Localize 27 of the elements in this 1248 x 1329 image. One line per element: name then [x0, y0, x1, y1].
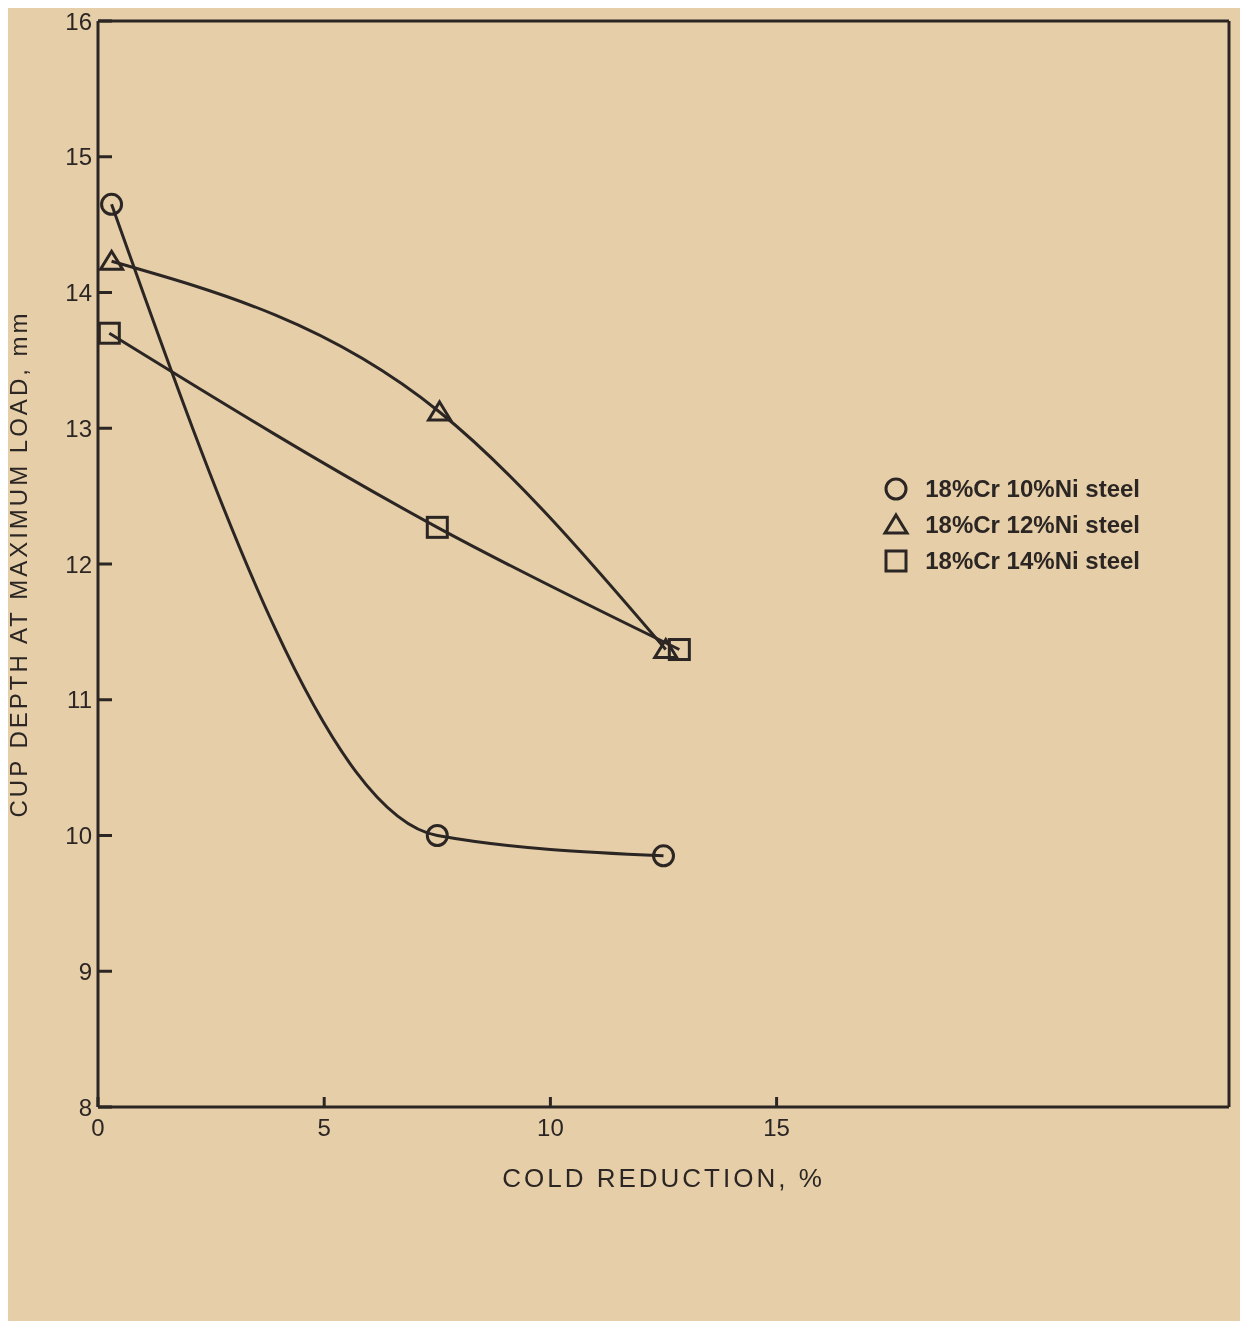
y-axis-title: CUP DEPTH AT MAXIMUM LOAD, mm — [4, 310, 32, 818]
point — [98, 321, 121, 345]
y-tick-label: 11 — [67, 686, 92, 714]
y-tick-label: 15 — [65, 143, 92, 171]
x-axis-title: COLD REDUCTION, % — [502, 1163, 825, 1193]
point — [425, 515, 449, 539]
y-tick-label: 10 — [65, 822, 92, 850]
y-tick-label: 16 — [65, 7, 92, 35]
point — [667, 638, 691, 662]
y-tick-label: 13 — [65, 414, 92, 442]
point — [425, 824, 449, 847]
point — [652, 844, 675, 868]
legend-label: 18%Cr 12%Ni steel — [925, 511, 1140, 539]
x-tick-label: 5 — [317, 1114, 331, 1142]
point — [99, 249, 125, 271]
point — [653, 638, 679, 660]
y-tick-label: 9 — [78, 957, 92, 985]
x-tick-label: 15 — [763, 1114, 790, 1142]
legend-label: 18%Cr 10%Ni steel — [925, 475, 1140, 503]
y-tick-label: 8 — [78, 1093, 92, 1121]
point — [427, 400, 453, 422]
x-tick-label: 10 — [537, 1114, 564, 1142]
y-tick-label: 14 — [65, 279, 92, 307]
y-tick-label: 12 — [65, 550, 92, 578]
x-tick-label: 0 — [91, 1114, 105, 1142]
legend-label: 18%Cr 14%Ni steel — [925, 547, 1140, 575]
point — [100, 192, 124, 216]
